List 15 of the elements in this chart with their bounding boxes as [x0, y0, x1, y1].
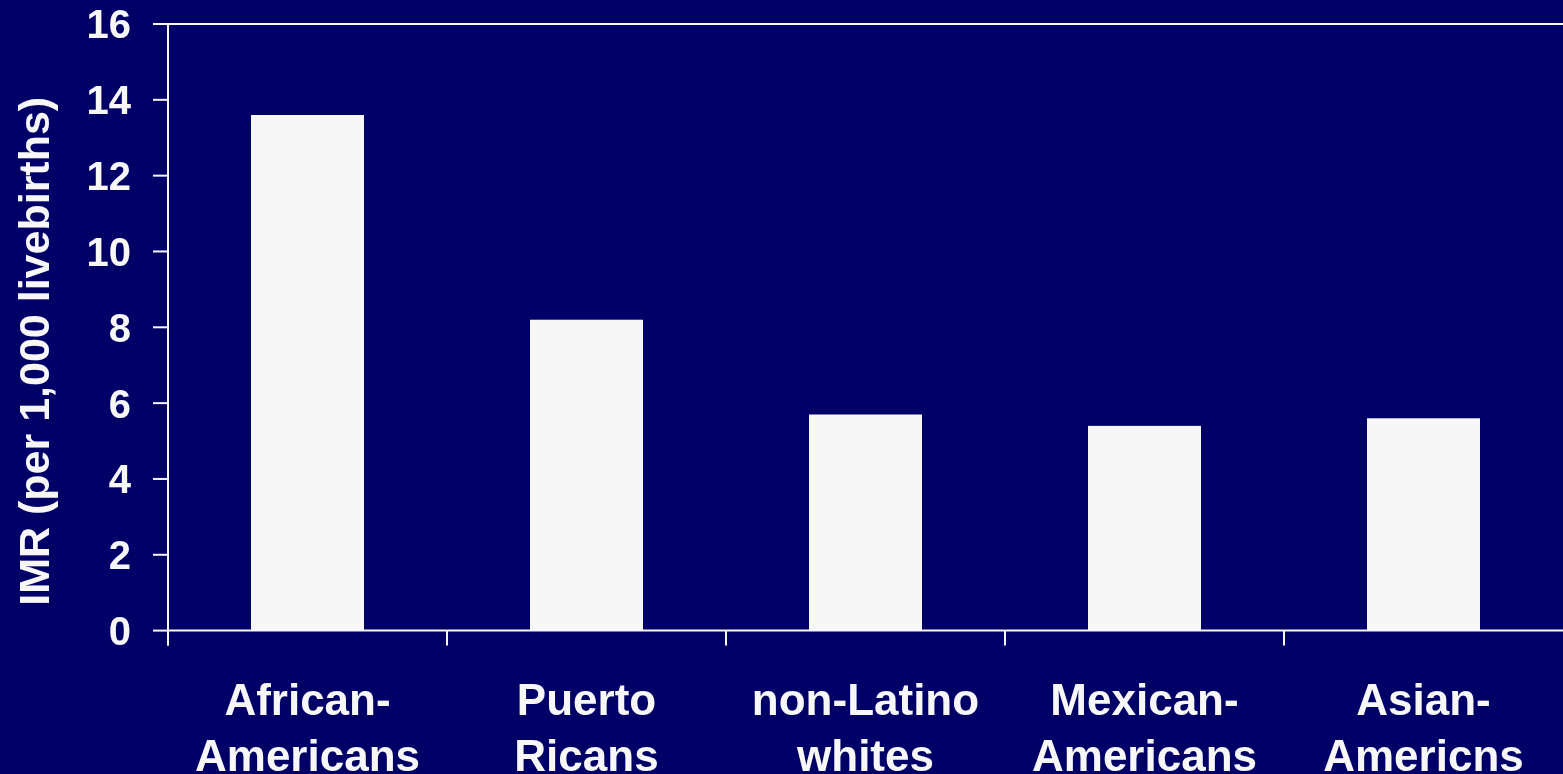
y-axis-title: IMR (per 1,000 livebirths) — [10, 96, 58, 606]
y-tick-label: 14 — [86, 78, 132, 123]
y-tick-label: 10 — [86, 229, 131, 274]
y-tick-label: 4 — [108, 457, 132, 502]
y-tick-label: 0 — [108, 609, 131, 653]
x-tick-label: African-Americans — [194, 675, 421, 774]
x-tick-label: Puerto Ricans — [514, 675, 659, 774]
y-tick-label: 12 — [86, 154, 131, 199]
x-tick-label: Mexican-Americans — [1031, 675, 1258, 774]
y-tick-label: 2 — [108, 533, 131, 578]
y-tick-label: 16 — [86, 2, 131, 47]
x-tick-label: Asian-Americns — [1323, 675, 1524, 774]
y-tick-label: 6 — [108, 381, 131, 426]
y-tick-label: 8 — [108, 305, 131, 350]
x-tick-label: non-Latino whites — [751, 675, 980, 774]
